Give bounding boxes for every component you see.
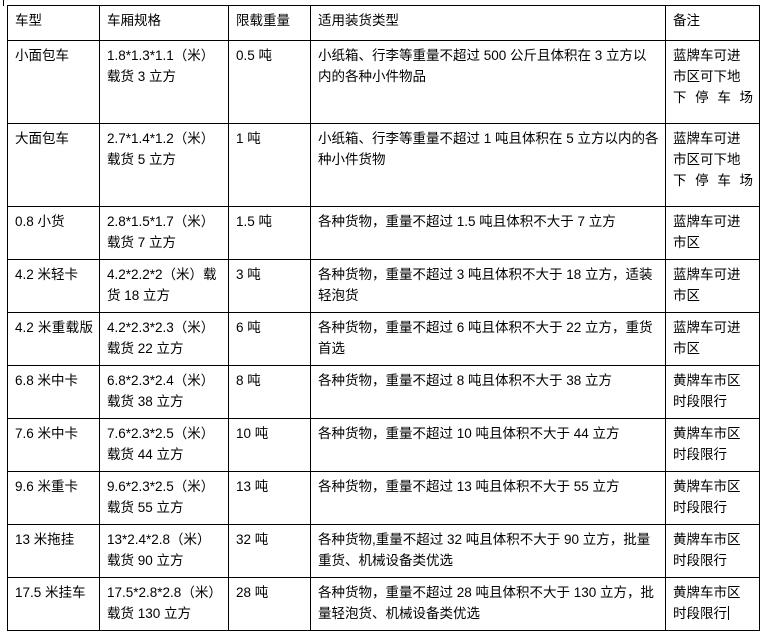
cell-load: 32 吨 [228,524,311,578]
cell-spec: 9.6*2.3*2.5（米）载货 55 立方 [99,471,229,525]
cell-cargo: 小纸箱、行李等重量不超过 500 公斤且体积在 3 立方以内的各种小件物品 [310,40,666,124]
page-root: 车型 车厢规格 限载重量 适用装货类型 备注 小面包车 1.8*1.3*1.1（… [3,0,760,631]
text-cursor [728,606,729,620]
column-header-load: 限载重量 [228,5,311,41]
cell-remark-last: 黄牌车市区时段限行 [665,577,760,631]
cell-model: 7.6 米中卡 [7,418,100,472]
table-row: 9.6 米重卡 9.6*2.3*2.5（米）载货 55 立方 13 吨 各种货物… [7,471,760,525]
cell-load: 0.5 吨 [228,40,311,124]
cell-model: 6.8 米中卡 [7,365,100,419]
cell-remark-text: 黄牌车市区时段限行 [673,585,741,621]
table-row: 小面包车 1.8*1.3*1.1（米）载货 3 立方 0.5 吨 小纸箱、行李等… [7,40,760,124]
table-row: 17.5 米挂车 17.5*2.8*2.8（米）载货 130 立方 28 吨 各… [7,577,760,631]
cell-load: 8 吨 [228,365,311,419]
table-header: 车型 车厢规格 限载重量 适用装货类型 备注 [7,5,760,41]
cell-cargo: 各种货物，重量不超过 13 吨且体积不大于 55 立方 [310,471,666,525]
cell-model: 4.2 米重载版 [7,312,100,366]
cell-remark: 蓝牌车可进市区可下地下停车场 [665,123,760,207]
cell-load: 3 吨 [228,259,311,313]
cell-load: 6 吨 [228,312,311,366]
table-row: 13 米拖挂 13*2.4*2.8（米）载货 90 立方 32 吨 各种货物,重… [7,524,760,578]
cell-remark: 黄牌车市区时段限行 [665,418,760,472]
table-row: 4.2 米轻卡 4.2*2.2*2（米）载货 18 立方 3 吨 各种货物，重量… [7,259,760,313]
cell-remark: 蓝牌车可进市区可下地下停车场 [665,40,760,124]
cell-cargo: 各种货物，重量不超过 10 吨且体积不大于 44 立方 [310,418,666,472]
cell-load: 1.5 吨 [228,206,311,260]
cell-remark: 黄牌车市区时段限行 [665,471,760,525]
table-row: 大面包车 2.7*1.4*1.2（米）载货 5 立方 1 吨 小纸箱、行李等重量… [7,123,760,207]
cell-model: 大面包车 [7,123,100,207]
column-header-spec: 车厢规格 [99,5,229,41]
cell-cargo: 各种货物，重量不超过 3 吨且体积不大于 18 立方，适装轻泡货 [310,259,666,313]
cell-load: 13 吨 [228,471,311,525]
cell-spec: 17.5*2.8*2.8（米）载货 130 立方 [99,577,229,631]
cell-model: 13 米拖挂 [7,524,100,578]
column-header-model: 车型 [7,5,100,41]
cell-remark: 蓝牌车可进市区 [665,206,760,260]
column-header-cargo: 适用装货类型 [310,5,666,41]
cell-spec: 4.2*2.2*2（米）载货 18 立方 [99,259,229,313]
cell-remark: 黄牌车市区时段限行 [665,524,760,578]
cell-cargo: 各种货物,重量不超过 32 吨且体积不大于 90 立方，批量重货、机械设备类优选 [310,524,666,578]
cell-spec: 2.7*1.4*1.2（米）载货 5 立方 [99,123,229,207]
cell-cargo: 各种货物，重量不超过 8 吨且体积不大于 38 立方 [310,365,666,419]
cell-spec: 7.6*2.3*2.5（米）载货 44 立方 [99,418,229,472]
table-row: 6.8 米中卡 6.8*2.3*2.4（米）载货 38 立方 8 吨 各种货物，… [7,365,760,419]
cell-spec: 1.8*1.3*1.1（米）载货 3 立方 [99,40,229,124]
table-row: 0.8 小货 2.8*1.5*1.7（米）载货 7 立方 1.5 吨 各种货物，… [7,206,760,260]
stray-caret-mark [3,0,4,6]
cell-model: 小面包车 [7,40,100,124]
cell-model: 0.8 小货 [7,206,100,260]
vehicle-spec-table: 车型 车厢规格 限载重量 适用装货类型 备注 小面包车 1.8*1.3*1.1（… [7,5,760,631]
cell-remark: 黄牌车市区时段限行 [665,365,760,419]
column-header-remark: 备注 [665,5,760,41]
cell-model: 9.6 米重卡 [7,471,100,525]
cell-cargo: 各种货物，重量不超过 6 吨且体积不大于 22 立方，重货首选 [310,312,666,366]
cell-spec: 2.8*1.5*1.7（米）载货 7 立方 [99,206,229,260]
cell-load: 28 吨 [228,577,311,631]
table-row: 7.6 米中卡 7.6*2.3*2.5（米）载货 44 立方 10 吨 各种货物… [7,418,760,472]
table-row: 4.2 米重载版 4.2*2.3*2.3（米）载货 22 立方 6 吨 各种货物… [7,312,760,366]
cell-spec: 4.2*2.3*2.3（米）载货 22 立方 [99,312,229,366]
cell-remark: 蓝牌车可进市区 [665,312,760,366]
cell-load: 10 吨 [228,418,311,472]
cell-cargo: 小纸箱、行李等重量不超过 1 吨且体积在 5 立方以内的各种小件货物 [310,123,666,207]
cell-remark: 蓝牌车可进市区 [665,259,760,313]
table-header-row: 车型 车厢规格 限载重量 适用装货类型 备注 [7,5,760,41]
cell-spec: 6.8*2.3*2.4（米）载货 38 立方 [99,365,229,419]
cell-model: 17.5 米挂车 [7,577,100,631]
cell-load: 1 吨 [228,123,311,207]
cell-cargo: 各种货物，重量不超过 28 吨且体积不大于 130 立方，批量轻泡货、机械设备类… [310,577,666,631]
cell-spec: 13*2.4*2.8（米）载货 90 立方 [99,524,229,578]
table-body: 小面包车 1.8*1.3*1.1（米）载货 3 立方 0.5 吨 小纸箱、行李等… [7,40,760,631]
cell-cargo: 各种货物，重量不超过 1.5 吨且体积不大于 7 立方 [310,206,666,260]
cell-model: 4.2 米轻卡 [7,259,100,313]
